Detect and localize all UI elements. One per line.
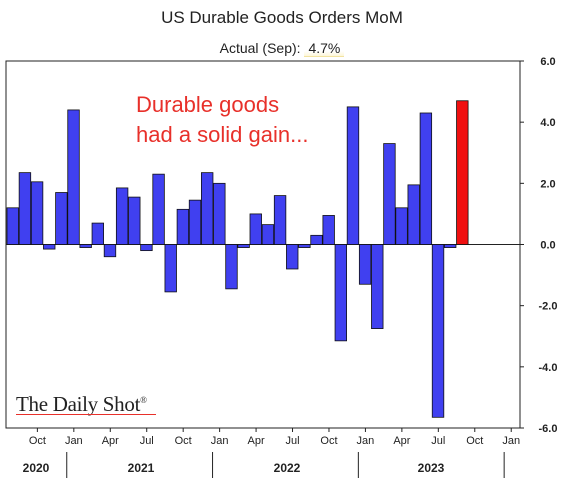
bar-2023-03 — [383, 143, 396, 245]
bar-2020-09 — [18, 172, 32, 245]
bar-2022-02 — [225, 244, 238, 290]
x-tick-label: Jan — [357, 435, 375, 447]
x-tick-label: Oct — [29, 435, 46, 447]
bar-2020-11 — [43, 244, 56, 250]
bar-2023-01 — [358, 244, 372, 285]
bar-2021-08 — [152, 173, 165, 245]
bar-2023-07 — [431, 244, 445, 418]
year-label-2022: 2022 — [274, 461, 301, 475]
bar-2021-02 — [79, 244, 92, 248]
bar-2022-06 — [273, 195, 287, 245]
y-tick-label: 6.0 — [540, 56, 555, 68]
bar-2021-10 — [176, 208, 190, 245]
bar-2023-09 — [456, 100, 469, 245]
bar-2022-09 — [310, 234, 323, 245]
x-tick-label: Jul — [431, 435, 445, 447]
bar-2022-08 — [298, 244, 311, 248]
logo-underline — [16, 414, 156, 415]
bar-2021-11 — [188, 199, 202, 245]
bar-2022-10 — [322, 215, 335, 245]
y-tick-label: -4.0 — [539, 362, 558, 374]
y-tick-label: -2.0 — [539, 301, 558, 313]
bar-2022-11 — [334, 244, 347, 342]
x-tick-label: Jul — [140, 435, 154, 447]
bar-2022-03 — [237, 244, 250, 248]
x-tick-label: Jan — [211, 435, 229, 447]
y-tick-label: -6.0 — [539, 423, 558, 435]
bar-2023-04 — [395, 207, 408, 245]
year-label-2023: 2023 — [418, 461, 445, 475]
bar-2022-07 — [286, 244, 299, 270]
chart-title: US Durable Goods Orders MoM — [161, 8, 403, 27]
bar-2020-08 — [6, 207, 19, 245]
bar-2022-12 — [346, 106, 360, 245]
year-label-2021: 2021 — [128, 461, 155, 475]
bar-2020-10 — [30, 181, 44, 245]
bar-2022-04 — [249, 213, 262, 245]
bar-2021-12 — [200, 172, 214, 245]
bar-2021-05 — [115, 187, 129, 245]
bar-2021-03 — [91, 222, 105, 245]
x-tick-label: Jul — [285, 435, 299, 447]
year-label-2020: 2020 — [23, 461, 50, 475]
bar-2023-02 — [371, 244, 384, 329]
x-tick-label: Jan — [65, 435, 83, 447]
subtitle-label: Actual (Sep): — [219, 40, 301, 56]
y-tick-label: 4.0 — [540, 117, 555, 129]
bar-2021-07 — [140, 244, 153, 252]
chart-subtitle: Actual (Sep): 4.7% — [0, 40, 564, 57]
bar-2020-12 — [55, 192, 68, 245]
x-tick-label: Apr — [393, 435, 410, 447]
bar-2021-06 — [128, 196, 141, 245]
x-tick-label: Apr — [102, 435, 119, 447]
bar-2023-06 — [419, 112, 433, 245]
daily-shot-logo: The Daily Shot® — [16, 392, 147, 416]
x-tick-label: Jan — [502, 435, 520, 447]
bar-2021-04 — [103, 244, 117, 258]
chart-annotation: Durable goods had a solid gain... — [136, 92, 309, 147]
bar-2022-05 — [261, 224, 275, 245]
y-tick-label: 2.0 — [540, 178, 555, 190]
bar-2022-01 — [213, 182, 226, 245]
bar-2021-01 — [67, 109, 80, 245]
x-tick-label: Apr — [248, 435, 265, 447]
y-tick-label: 0.0 — [540, 240, 555, 252]
subtitle-value: 4.7% — [304, 40, 345, 57]
x-tick-label: Oct — [466, 435, 483, 447]
bar-2021-09 — [164, 244, 177, 293]
bar-2023-08 — [443, 244, 457, 248]
x-tick-label: Oct — [175, 435, 192, 447]
x-tick-label: Oct — [320, 435, 337, 447]
bar-2023-05 — [407, 184, 420, 245]
